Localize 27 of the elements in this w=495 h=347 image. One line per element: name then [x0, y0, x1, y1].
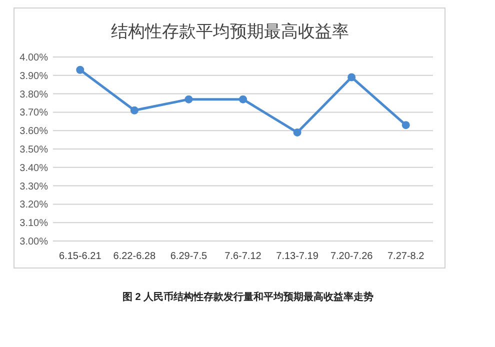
point [348, 73, 356, 82]
caption: 图 2 人民币结构性存款发行量和平均预期最高收益率走势 [122, 291, 374, 303]
point [293, 128, 302, 136]
y-tick-label: 3.80% [20, 89, 48, 100]
y-tick-label: 3.00% [20, 236, 48, 248]
x-tick-label: 6.29-7.5 [170, 251, 208, 262]
x-tick-label: 7.27-8.2 [388, 251, 425, 262]
y-tick-label: 3.20% [20, 200, 48, 211]
y-tick-label: 4.00% [20, 52, 48, 64]
point [402, 121, 410, 130]
y-tick-label: 3.70% [20, 108, 48, 119]
y-tick-label: 3.10% [20, 218, 48, 230]
y-tick-label: 3.60% [20, 126, 48, 138]
y-tick-label: 3.30% [20, 181, 48, 192]
x-tick-label: 7.13-7.19 [276, 251, 319, 262]
point [76, 66, 84, 74]
x-tick-label: 6.15-6.21 [59, 251, 102, 262]
point [130, 106, 138, 114]
point [184, 95, 193, 104]
y-tick-label: 3.50% [20, 144, 48, 156]
x-tick-label: 7.6-7.12 [224, 251, 262, 262]
y-tick-label: 3.40% [20, 162, 48, 174]
x-tick-label: 6.22-6.28 [113, 251, 156, 262]
y-tick-label: 3.90% [20, 70, 48, 82]
chart-title: 结构性存款平均预期最高收益率 [111, 22, 349, 41]
point [239, 95, 247, 104]
x-tick-label: 7.20-7.26 [330, 251, 374, 262]
